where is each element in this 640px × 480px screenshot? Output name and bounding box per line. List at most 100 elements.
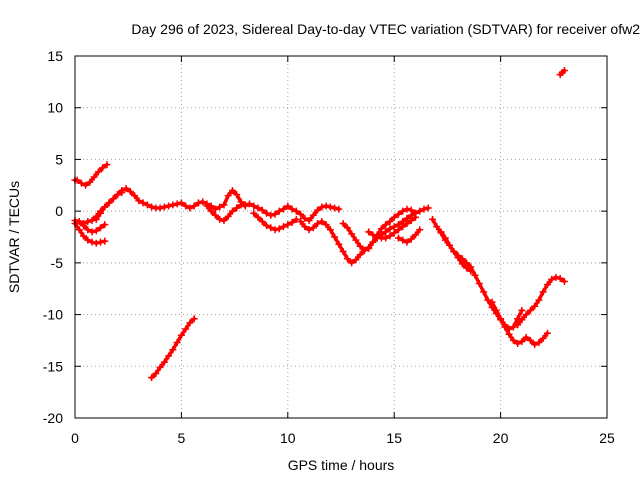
data-point — [407, 206, 415, 214]
data-point — [390, 223, 398, 231]
data-point — [531, 302, 539, 310]
data-point — [484, 296, 492, 304]
data-point — [411, 231, 419, 239]
x-tick-label: 10 — [280, 430, 296, 446]
data-point — [471, 271, 479, 279]
data-point — [407, 216, 415, 224]
data-point — [411, 213, 419, 221]
data-point — [437, 228, 445, 236]
data-point — [377, 225, 385, 233]
data-point — [556, 274, 564, 282]
data-marks — [71, 66, 568, 382]
x-axis-label: GPS time / hours — [288, 457, 395, 473]
data-series — [148, 315, 198, 382]
y-axis-label: SDTVAR / TECUs — [6, 181, 22, 293]
data-point — [86, 178, 94, 186]
data-point — [292, 215, 300, 223]
data-point — [352, 236, 360, 244]
data-point — [467, 267, 475, 275]
data-point — [535, 296, 543, 304]
y-tick-label: -5 — [51, 255, 64, 271]
data-point — [514, 340, 522, 348]
data-point — [399, 236, 407, 244]
data-point — [94, 168, 102, 176]
data-series — [339, 205, 419, 254]
data-point — [518, 337, 526, 345]
data-point — [288, 219, 296, 227]
data-point — [514, 321, 522, 329]
data-point — [335, 240, 343, 248]
data-point — [84, 217, 92, 225]
data-point — [535, 338, 543, 346]
data-point — [403, 220, 411, 228]
data-point — [207, 207, 215, 215]
data-point — [339, 220, 347, 228]
data-point — [526, 336, 534, 344]
data-point — [394, 234, 402, 242]
data-point — [407, 235, 415, 243]
y-tick-label: 10 — [47, 100, 63, 116]
data-point — [339, 247, 347, 255]
data-point — [97, 209, 105, 217]
data-point — [318, 203, 326, 211]
data-point — [356, 242, 364, 250]
data-point — [280, 205, 288, 213]
data-point — [220, 201, 228, 209]
data-point — [122, 184, 130, 192]
data-point — [352, 256, 360, 264]
data-point — [220, 216, 228, 224]
data-point — [131, 192, 139, 200]
data-point — [539, 288, 547, 296]
data-point — [88, 228, 96, 236]
data-point — [509, 336, 517, 344]
data-point — [152, 370, 160, 378]
data-point — [271, 226, 279, 234]
data-point — [97, 224, 105, 232]
data-series — [437, 228, 475, 275]
data-point — [488, 298, 496, 306]
data-point — [160, 203, 168, 211]
data-point — [356, 251, 364, 259]
plot-frame — [74, 55, 608, 419]
data-point — [105, 199, 113, 207]
data-point — [433, 223, 441, 231]
data-point — [322, 202, 330, 210]
data-point — [160, 358, 168, 366]
data-point — [548, 275, 556, 283]
data-series — [71, 161, 111, 189]
data-point — [199, 198, 207, 206]
data-point — [254, 204, 262, 212]
data-point — [92, 215, 100, 223]
data-point — [173, 338, 181, 346]
data-point — [403, 238, 411, 246]
data-point — [233, 204, 241, 212]
data-point — [211, 211, 219, 219]
data-point — [216, 215, 224, 223]
data-series — [75, 217, 109, 236]
data-point — [505, 330, 513, 338]
data-point — [475, 280, 483, 288]
data-point — [250, 209, 258, 217]
data-point — [258, 206, 266, 214]
data-series — [203, 201, 249, 224]
data-point — [424, 204, 432, 212]
data-point — [305, 216, 313, 224]
x-tick-label: 0 — [71, 430, 79, 446]
y-tick-label: 5 — [55, 151, 63, 167]
y-tick-label: 0 — [55, 203, 63, 219]
data-point — [177, 331, 185, 339]
data-point — [394, 210, 402, 218]
data-point — [297, 210, 305, 218]
data-point — [399, 207, 407, 215]
data-point — [369, 231, 377, 239]
data-point — [148, 203, 156, 211]
data-point — [543, 329, 551, 337]
data-point — [90, 173, 98, 181]
y-axis-ticks: -20 -15 -10 -5 0 5 10 15 — [43, 48, 607, 426]
data-point — [390, 213, 398, 221]
data-point — [80, 222, 88, 230]
data-point — [480, 288, 488, 296]
data-point — [82, 181, 90, 189]
data-point — [101, 203, 109, 211]
